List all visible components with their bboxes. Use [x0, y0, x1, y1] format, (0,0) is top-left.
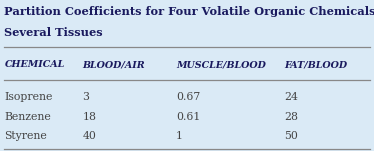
Text: BLOOD/AIR: BLOOD/AIR: [82, 60, 145, 69]
Text: 40: 40: [82, 131, 96, 141]
Text: 18: 18: [82, 112, 96, 122]
Text: CHEMICAL: CHEMICAL: [4, 60, 65, 69]
Text: Several Tissues: Several Tissues: [4, 27, 103, 38]
Text: 0.67: 0.67: [176, 92, 200, 102]
Text: 50: 50: [284, 131, 298, 141]
Text: Isoprene: Isoprene: [4, 92, 53, 102]
Text: MUSCLE/BLOOD: MUSCLE/BLOOD: [176, 60, 266, 69]
Text: 1: 1: [176, 131, 183, 141]
Text: FAT/BLOOD: FAT/BLOOD: [284, 60, 347, 69]
Text: Styrene: Styrene: [4, 131, 47, 141]
Text: Partition Coefficients for Four Volatile Organic Chemicals in: Partition Coefficients for Four Volatile…: [4, 6, 374, 17]
Text: 3: 3: [82, 92, 89, 102]
Text: 28: 28: [284, 112, 298, 122]
Text: Benzene: Benzene: [4, 112, 51, 122]
Text: 24: 24: [284, 92, 298, 102]
Text: 0.61: 0.61: [176, 112, 200, 122]
